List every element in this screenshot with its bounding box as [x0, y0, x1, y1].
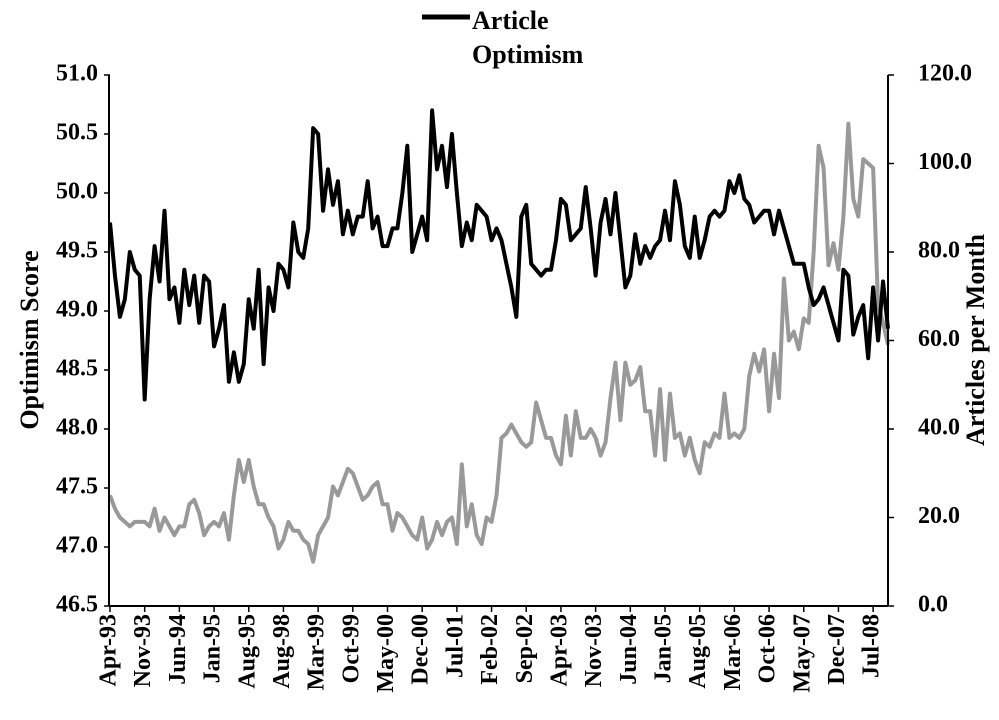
x-tick-label: Nov-03: [581, 614, 607, 687]
y-tick-label: 47.5: [56, 474, 98, 500]
x-tick-label: May-07: [789, 614, 815, 693]
y2-tick-label: 20.0: [918, 503, 960, 529]
series-line: [108, 121, 890, 564]
x-tick-label: Jun-94: [165, 614, 191, 685]
y2-tick-label: 0.0: [918, 592, 948, 618]
y2-tick-label: 60.0: [918, 326, 960, 352]
y-tick-label: 46.5: [56, 592, 98, 618]
y-tick-label: 48.0: [56, 415, 98, 441]
x-tick-label: Feb-02: [477, 614, 503, 685]
y-tick-label: 50.0: [56, 179, 98, 205]
x-tick-label: Jul-01: [442, 614, 468, 678]
y-tick-label: 49.5: [56, 238, 98, 264]
y-tick-label: 49.0: [56, 297, 98, 323]
x-tick-label: Aug-98: [269, 614, 295, 689]
x-tick-label: Dec-07: [824, 614, 850, 685]
y-tick-label: 48.5: [56, 356, 98, 382]
y-tick-label: 51.0: [56, 61, 98, 87]
x-tick-label: Jun-04: [616, 614, 642, 685]
x-tick-label: Mar-06: [720, 614, 746, 690]
y-tick-label: 50.5: [56, 120, 98, 146]
x-tick-label: Oct-06: [755, 614, 781, 683]
y2-tick-label: 40.0: [918, 415, 960, 441]
x-tick-label: Dec-00: [408, 614, 434, 685]
legend-label: Article Optimism: [472, 6, 584, 69]
x-tick-label: Apr-93: [96, 614, 122, 686]
x-tick-label: Jan-95: [200, 614, 226, 683]
x-tick-label: Aug-95: [234, 614, 260, 689]
y-tick-label: 47.0: [56, 533, 98, 559]
y2-axis-label: Articles per Month: [961, 234, 990, 446]
y-axis-label: Optimism Score: [15, 250, 44, 429]
y2-tick-label: 120.0: [918, 61, 972, 87]
x-tick-label: Mar-99: [304, 614, 330, 690]
y2-tick-label: 100.0: [918, 149, 972, 175]
x-tick-label: Jul-08: [859, 614, 885, 678]
series-line: [108, 108, 890, 402]
x-tick-label: Oct-99: [338, 614, 364, 683]
y2-tick-label: 80.0: [918, 238, 960, 264]
x-tick-label: Apr-03: [546, 614, 572, 686]
x-tick-label: Sep-02: [512, 614, 538, 683]
x-tick-label: Aug-05: [685, 614, 711, 689]
x-tick-label: Jan-05: [651, 614, 677, 683]
x-tick-label: Nov-93: [130, 614, 156, 687]
x-tick-label: May-00: [373, 614, 399, 693]
